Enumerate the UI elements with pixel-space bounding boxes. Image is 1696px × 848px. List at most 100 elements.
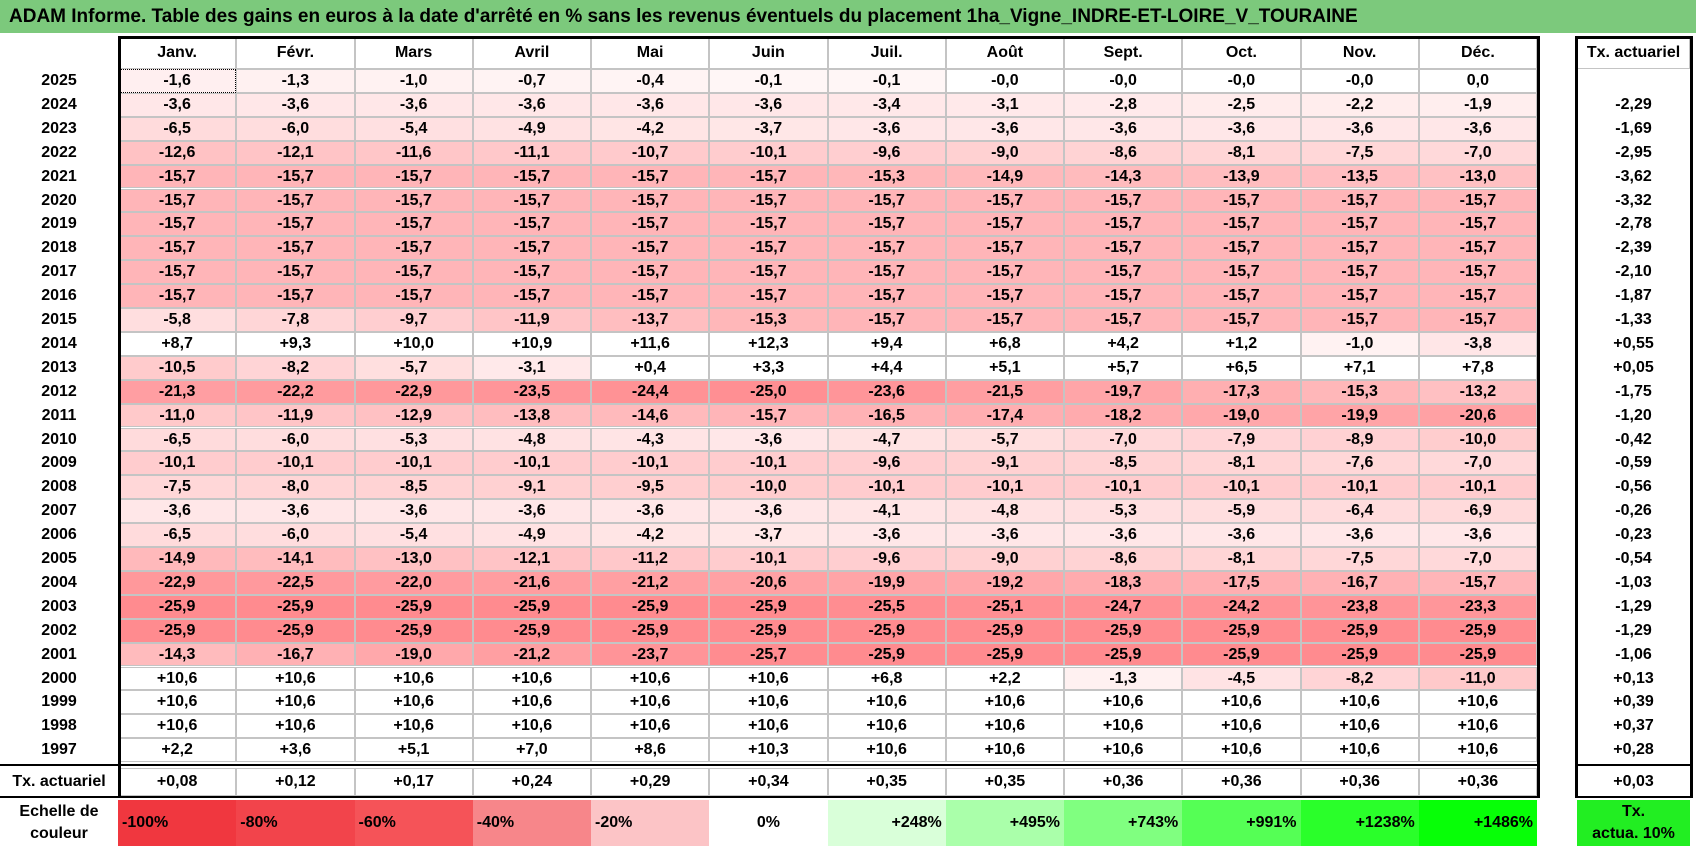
- table-cell: -3,6: [472, 499, 591, 524]
- row-rate: -1,87: [1615, 287, 1652, 305]
- table-cell: -15,7: [118, 284, 237, 308]
- table-cell: +3,3: [709, 355, 828, 380]
- table-cell: -15,7: [709, 164, 828, 189]
- row-year: 2016: [41, 287, 77, 305]
- table-cell: -4,2: [591, 523, 710, 547]
- table-cell: -20,6: [709, 570, 828, 595]
- table-border: [1575, 764, 1693, 767]
- table-cell: -15,7: [354, 164, 473, 189]
- table-cell: -15,7: [945, 236, 1064, 261]
- row-rate: -0,59: [1615, 454, 1652, 472]
- row-year: 2007: [41, 502, 77, 520]
- table-cell: -25,9: [827, 642, 946, 667]
- table-cell: -15,7: [236, 260, 355, 285]
- table-cell: -14,1: [236, 547, 355, 571]
- table-cell: +10,6: [945, 738, 1064, 763]
- table-cell: +10,6: [472, 714, 591, 739]
- table-cell: +10,6: [945, 690, 1064, 715]
- table-cell: -3,6: [591, 499, 710, 524]
- table-cell: -2,5: [1182, 92, 1301, 117]
- table-cell: -14,3: [118, 642, 237, 667]
- table-cell: -19,0: [1182, 403, 1301, 428]
- table-cell: -15,7: [1418, 570, 1537, 595]
- table-cell: -1,6: [118, 69, 237, 93]
- table-cell: -24,2: [1182, 594, 1301, 619]
- table-cell: -9,0: [945, 140, 1064, 165]
- table-cell: -0,4: [591, 69, 710, 93]
- table-cell: -14,9: [118, 547, 237, 571]
- table-border: [1690, 36, 1693, 797]
- table-cell: +10,6: [1182, 738, 1301, 763]
- table-cell: -15,7: [1182, 284, 1301, 308]
- table-cell: -21,5: [945, 379, 1064, 404]
- table-cell: -6,9: [1418, 499, 1537, 524]
- table-cell: -11,9: [236, 403, 355, 428]
- table-cell: -16,7: [1300, 570, 1419, 595]
- table-cell: +10,6: [1300, 738, 1419, 763]
- table-cell: +10,6: [354, 714, 473, 739]
- footer-rate: +0,36: [1182, 768, 1301, 797]
- table-cell: -21,2: [591, 570, 710, 595]
- table-cell: -15,7: [1064, 308, 1183, 332]
- table-cell: -8,6: [1064, 547, 1183, 571]
- table-cell: -8,5: [354, 475, 473, 500]
- table-cell: -3,6: [709, 427, 828, 452]
- table-cell: -1,9: [1418, 92, 1537, 117]
- table-cell: -19,2: [945, 570, 1064, 595]
- table-cell: -22,9: [354, 379, 473, 404]
- table-cell: -18,2: [1064, 403, 1183, 428]
- table-cell: -15,7: [472, 164, 591, 189]
- table-cell: -25,0: [709, 379, 828, 404]
- row-rate: +0,13: [1613, 669, 1654, 687]
- table-border: [118, 36, 121, 797]
- table-cell: -15,7: [1300, 308, 1419, 332]
- table-cell: -15,7: [591, 236, 710, 261]
- month-header: Juin: [709, 37, 828, 69]
- table-cell: +10,6: [827, 690, 946, 715]
- table-cell: +10,3: [709, 738, 828, 763]
- table-cell: -2,8: [1064, 92, 1183, 117]
- table-cell: -7,5: [1300, 140, 1419, 165]
- color-scale-swatch: -20%: [591, 800, 710, 846]
- table-cell: -13,2: [1418, 379, 1537, 404]
- month-header: Oct.: [1182, 37, 1301, 69]
- month-header: Nov.: [1300, 37, 1419, 69]
- color-scale-swatch: -80%: [236, 800, 355, 846]
- table-cell: +10,6: [118, 714, 237, 739]
- color-scale-swatch: +1238%: [1300, 800, 1419, 846]
- table-cell: -10,0: [709, 475, 828, 500]
- table-cell: -15,7: [236, 164, 355, 189]
- table-cell: -3,6: [236, 499, 355, 524]
- table-cell: -0,7: [472, 69, 591, 93]
- table-cell: -10,5: [118, 355, 237, 380]
- row-rate: +0,28: [1613, 741, 1654, 759]
- table-cell: -15,7: [709, 284, 828, 308]
- footer-rate: +0,24: [472, 768, 591, 797]
- table-cell: -3,6: [1300, 523, 1419, 547]
- table-cell: -9,6: [827, 547, 946, 571]
- table-cell: -10,1: [709, 547, 828, 571]
- table-cell: -4,2: [591, 116, 710, 141]
- table-cell: -11,1: [472, 140, 591, 165]
- footer-rate: +0,08: [118, 768, 237, 797]
- table-cell: +10,6: [118, 666, 237, 691]
- table-cell: -15,7: [591, 188, 710, 213]
- table-cell: -25,9: [472, 618, 591, 643]
- table-cell: -15,3: [827, 164, 946, 189]
- table-cell: -23,5: [472, 379, 591, 404]
- table-cell: -15,7: [1182, 260, 1301, 285]
- table-cell: -7,5: [118, 475, 237, 500]
- table-cell: -3,6: [1418, 116, 1537, 141]
- table-cell: -13,5: [1300, 164, 1419, 189]
- table-cell: -15,7: [827, 188, 946, 213]
- table-cell: +11,6: [591, 331, 710, 356]
- table-cell: -25,9: [1418, 642, 1537, 667]
- table-cell: -25,9: [1300, 642, 1419, 667]
- table-cell: -9,6: [827, 451, 946, 476]
- report-title: ADAM Informe. Table des gains en euros à…: [0, 0, 1696, 33]
- row-rate: -0,54: [1615, 550, 1652, 567]
- table-cell: -19,9: [1300, 403, 1419, 428]
- table-cell: -15,7: [709, 236, 828, 261]
- table-cell: -5,3: [1064, 499, 1183, 524]
- table-cell: -19,9: [827, 570, 946, 595]
